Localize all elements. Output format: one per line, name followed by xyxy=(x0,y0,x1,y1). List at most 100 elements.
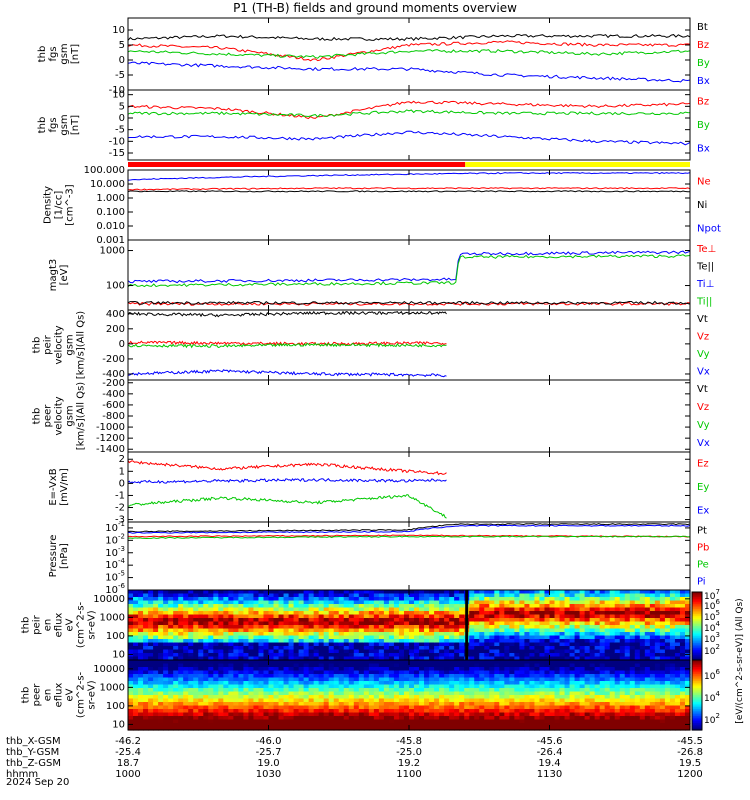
series-Ex-7 xyxy=(127,478,447,485)
panel-5-ytick: -200 xyxy=(102,354,125,365)
panel-1-ytick: 5 xyxy=(119,40,125,51)
panel-1-ylabel: thb xyxy=(37,46,48,63)
legend-Vy: Vy xyxy=(697,349,710,360)
series-Pt-8 xyxy=(127,523,691,533)
panel-6-ytick: -600 xyxy=(102,400,125,411)
panel-3-ytick: 100.000 xyxy=(84,165,125,176)
panel-6-ylabel: gsm xyxy=(65,405,76,426)
legend-Ti||: Ti|| xyxy=(696,296,712,307)
ephem-value: 1200 xyxy=(677,769,702,780)
series-Te||-4 xyxy=(127,300,691,305)
panel-9-ylabel: eflux xyxy=(54,613,65,638)
panel-4-ylabel: [eV] xyxy=(59,265,70,286)
panel-2-ylabel: fgs xyxy=(48,117,59,132)
legend-Bz: Bz xyxy=(697,97,709,108)
panel-9-ytick: 1000 xyxy=(100,612,125,623)
colorbar-tick: 107 xyxy=(704,588,720,602)
ephem-value: 1130 xyxy=(537,769,562,780)
series-Bz-2 xyxy=(127,100,691,120)
panel-4-ytick: 1000 xyxy=(100,246,125,257)
legend-Ne: Ne xyxy=(697,177,711,188)
ephem-label: thb_X-GSM xyxy=(6,736,61,747)
panel-5-ylabel: thb xyxy=(32,337,43,354)
panel-2-ytick: -5 xyxy=(115,125,125,136)
series-Vz-5 xyxy=(127,340,447,346)
panel-1-ytick: -10 xyxy=(109,85,125,96)
legend-Pb: Pb xyxy=(697,543,709,554)
series-Bt-1 xyxy=(127,34,691,42)
panel-4-ylabel: magt3 xyxy=(48,259,59,292)
panel-9-ylabel: (cm^2-s- xyxy=(76,601,87,648)
series-Ti⊥-4 xyxy=(127,250,691,284)
panel-5-ylabel: gsm xyxy=(65,334,76,355)
panel-5-ylabel: velocity xyxy=(54,325,65,364)
legend-Ni: Ni xyxy=(697,200,707,211)
legend-Ey: Ey xyxy=(697,482,709,493)
legend-Pt: Pt xyxy=(697,526,707,537)
panel-6-ylabel: peer xyxy=(43,404,54,428)
legend-Vt: Vt xyxy=(697,384,708,395)
panel-10-ylabel: (cm^2-s- xyxy=(76,671,87,718)
series-By-2 xyxy=(127,109,691,118)
panel-7-ytick: -1 xyxy=(115,490,125,501)
panel-6-frame xyxy=(127,379,691,453)
panel-7-frame xyxy=(127,451,691,523)
panel-9-ylabel: sr-eV) xyxy=(87,610,98,639)
panel-8-ytick: 10-2 xyxy=(105,532,125,546)
panel-10-ytick: 10000 xyxy=(93,664,125,675)
panel-10-ylabel: peer xyxy=(32,683,43,707)
panel-3-ytick: 0.100 xyxy=(96,207,125,218)
plot-title: P1 (TH-B) fields and ground moments over… xyxy=(233,1,517,15)
panel-8-ytick: 10-4 xyxy=(105,557,125,571)
panel-7-ytick: -2 xyxy=(115,503,125,514)
panel-2-ytick: -10 xyxy=(109,136,125,147)
legend-Vx: Vx xyxy=(697,366,710,377)
panel-8-ytick: 10-6 xyxy=(105,582,125,596)
series-Bx-2 xyxy=(127,130,691,146)
panel-2-ylabel: [nT] xyxy=(70,115,81,135)
panel-1-ylabel: [nT] xyxy=(70,44,81,64)
ephem-value: 19.0 xyxy=(257,758,279,769)
panel-3-ytick: 0.001 xyxy=(96,235,125,246)
panel-9-ylabel: thb xyxy=(21,617,32,634)
panel-8-ylabel: [nPa] xyxy=(59,543,70,569)
panel-6: thb peer velocity gsm [km/s](All Qs) -200-400… xyxy=(32,378,710,455)
legend-Npot: Npot xyxy=(697,223,721,234)
ephemeris-block: thb_X-GSM -46.2 -46.0 -45.8 -45.6 -45.5 thb_Y-… xyxy=(6,736,703,780)
series-Bx-1 xyxy=(127,61,691,83)
panel-7-ylabel: E=-VxB xyxy=(48,468,59,505)
legend-Bt: Bt xyxy=(697,22,708,33)
colorbar-label: [eV/(cm^2-s-sr-eV)] (All Qs) xyxy=(735,598,745,723)
ephem-value: 1030 xyxy=(256,769,281,780)
date-label: 2024 Sep 20 xyxy=(6,777,69,788)
legend-Bz: Bz xyxy=(697,40,709,51)
panel-2-ytick: -15 xyxy=(109,148,125,159)
panel-8-ytick: 10-3 xyxy=(105,545,125,559)
panel-1-ylabel: gsm xyxy=(59,43,70,64)
spectrogram-9 xyxy=(128,590,691,661)
panel-5: thb peir velocity gsm [km/s](All Qs) 400 200 0 -… xyxy=(32,309,710,381)
series-Bz-1 xyxy=(127,40,691,62)
panel-1-ytick: 0 xyxy=(119,55,125,66)
ephem-value: 19.5 xyxy=(679,758,701,769)
series-Ni-3 xyxy=(127,190,690,193)
series-Vx-5 xyxy=(127,369,447,378)
panel-6-ytick: -1400 xyxy=(96,444,125,455)
panel-10-ylabel: eflux xyxy=(54,683,65,708)
panel-5-ytick: 400 xyxy=(106,309,125,320)
mode-bar-red xyxy=(128,162,466,167)
panel-10-ylabel: en xyxy=(43,689,54,702)
panel-3-ytick: 1.000 xyxy=(96,193,125,204)
legend-Te⊥: Te⊥ xyxy=(696,244,716,255)
ephem-value: -45.6 xyxy=(537,736,563,747)
ephem-value: -45.8 xyxy=(396,736,422,747)
series-Vy-5 xyxy=(127,342,447,349)
panel-5-ylabel: peir xyxy=(43,334,54,354)
ephem-value: -25.7 xyxy=(256,747,282,758)
ephem-label: hhmm xyxy=(6,769,38,780)
panel-5-ytick: -400 xyxy=(102,369,125,380)
panel-5-ytick: 0 xyxy=(119,339,125,350)
